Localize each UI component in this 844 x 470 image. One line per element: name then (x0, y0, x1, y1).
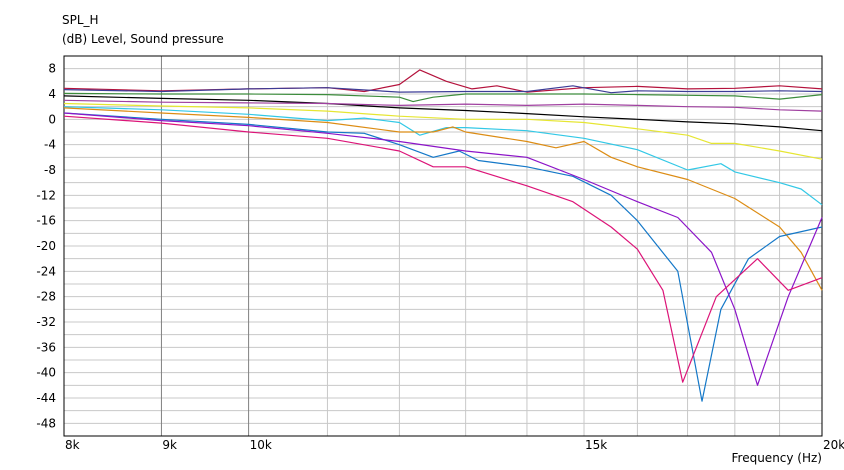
x-tick-label: 10k (250, 438, 272, 452)
y-axis-label: (dB) Level, Sound pressure (62, 32, 224, 46)
series-layer (63, 69, 823, 402)
y-tick-label: -20 (36, 239, 56, 253)
series-line-8 (63, 107, 823, 291)
y-tick-label: -28 (36, 290, 56, 304)
y-tick-label: -16 (36, 214, 56, 228)
series-line-4 (63, 95, 823, 132)
y-tick-label: -48 (36, 416, 56, 430)
x-tick-label: 15k (585, 438, 607, 452)
x-tick-label: 9k (162, 438, 177, 452)
grid (63, 55, 823, 437)
x-tick-label: 8k (65, 438, 80, 452)
series-line-3 (63, 92, 823, 103)
x-axis-label: Frequency (Hz) (731, 451, 823, 465)
x-tick-label: 20k (823, 438, 844, 452)
y-tick-label: -12 (36, 188, 56, 202)
y-tick-label: -8 (44, 163, 56, 177)
series-line-6 (63, 102, 823, 160)
series-line-7 (63, 106, 823, 206)
series-line-10 (63, 112, 823, 386)
y-tick-label: -24 (36, 264, 56, 278)
y-tick-label: -36 (36, 340, 56, 354)
series-line-9 (63, 112, 823, 402)
series-line-5 (63, 99, 823, 112)
y-tick-label: -4 (44, 138, 56, 152)
y-tick-label: -44 (36, 391, 56, 405)
chart-title: SPL_H (62, 13, 99, 27)
y-tick-label: 0 (48, 112, 56, 126)
plot-frame (63, 55, 823, 437)
y-tick-label: -32 (36, 315, 56, 329)
series-line-11 (63, 115, 823, 383)
y-tick-label: 8 (48, 62, 56, 76)
y-tick-label: 4 (48, 87, 56, 101)
series-line-2 (63, 85, 823, 94)
y-tick-label: -40 (36, 366, 56, 380)
tick-labels: 8 4 0 -4 -8 -12 -16 -20 -24 -28 -32 -36 -40 -44 -48 8k 9… (36, 62, 844, 452)
